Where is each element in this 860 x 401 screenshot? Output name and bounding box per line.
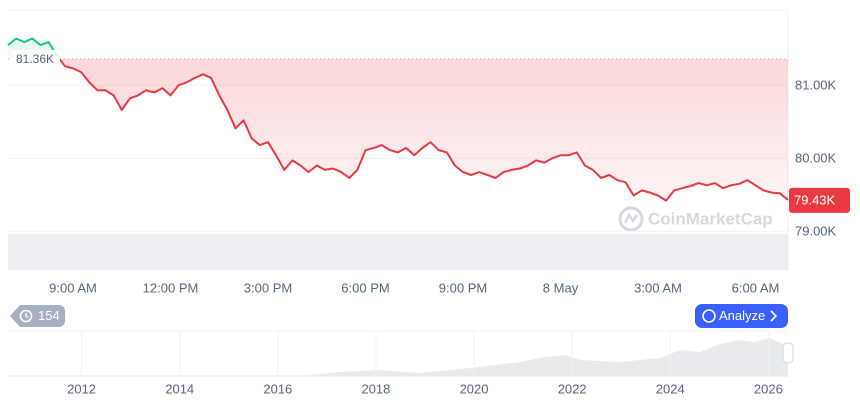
watermark-text: CoinMarketCap: [648, 209, 773, 228]
navigator-tick-label: 2012: [67, 381, 96, 396]
x-tick-label: 6:00 AM: [732, 280, 780, 295]
x-tick-label: 3:00 AM: [634, 280, 682, 295]
x-tick-label: 9:00 PM: [439, 280, 487, 295]
x-tick-label: 6:00 PM: [341, 280, 389, 295]
badge-text: 154: [38, 308, 60, 323]
reference-label-bg: [12, 49, 60, 67]
watermark: CoinMarketCap: [618, 206, 773, 232]
navigator-tick-label: 2016: [263, 381, 292, 396]
reference-label: 81.36K: [16, 52, 54, 66]
y-tick-label: 81.00K: [795, 78, 837, 93]
navigator: [8, 330, 794, 377]
current-price-label: 79.43K: [794, 192, 836, 207]
analyze-text[interactable]: Analyze: [719, 308, 765, 323]
navigator-handle[interactable]: [782, 342, 794, 364]
y-tick-label: 80.00K: [795, 151, 837, 166]
y-tick-label: 79.00K: [795, 224, 837, 239]
navigator-tick-label: 2020: [460, 381, 489, 396]
navigator-tick-label: 2026: [754, 381, 783, 396]
history-badge[interactable]: 154: [10, 305, 65, 327]
navigator-tick-label: 2024: [656, 381, 685, 396]
volume-strip: [8, 234, 788, 270]
x-tick-label: 12:00 PM: [143, 280, 199, 295]
current-price-box: [789, 187, 850, 213]
line-area: [8, 38, 788, 201]
navigator-tick-label: 2018: [361, 381, 390, 396]
navigator-tick-label: 2022: [558, 381, 587, 396]
navigator-tick-label: 2014: [165, 381, 194, 396]
price-line: [7, 37, 789, 202]
x-tick-label: 9:00 AM: [49, 280, 97, 295]
analyze-button[interactable]: Analyze: [695, 304, 788, 328]
x-tick-label: 3:00 PM: [244, 280, 292, 295]
x-tick-label: 8 May: [543, 280, 579, 295]
navigator-area: [8, 338, 788, 376]
